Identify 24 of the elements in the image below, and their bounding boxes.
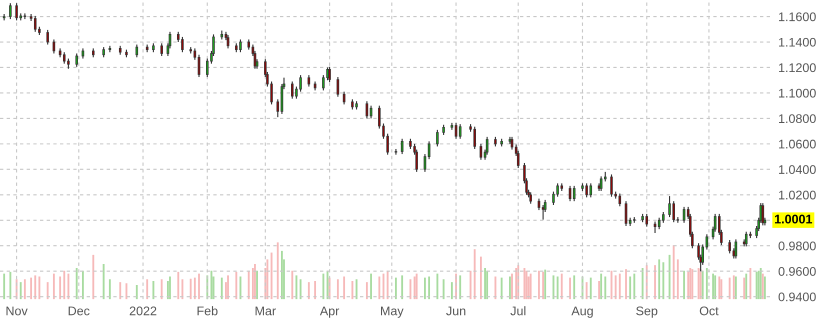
x-tick-label: Jul	[510, 306, 526, 316]
x-tick-label: Oct	[700, 306, 719, 316]
x-tick-label: Feb	[198, 306, 218, 316]
y-tick-label: 1.1000	[779, 88, 816, 98]
y-tick-label: 1.0600	[779, 140, 816, 149]
y-tick-label: 1.0200	[779, 190, 816, 200]
y-tick-label: 1.1600	[779, 12, 816, 22]
y-tick-label: 0.9800	[778, 242, 816, 250]
y-tick-label: 1.0800	[779, 114, 816, 124]
annotation: 1.0001	[774, 214, 812, 224]
x-tick-label: Mar	[256, 306, 276, 316]
y-tick-label: 1.1400	[779, 38, 816, 47]
y-tick-label: 0.9400	[778, 292, 816, 302]
x-tick-label: Sep	[636, 306, 658, 318]
x-tick-label: Aug	[571, 306, 593, 318]
x-tick-label: May	[380, 306, 404, 318]
y-tick-label: 1.1200	[779, 63, 816, 72]
x-tick-label: Apr	[320, 306, 340, 318]
x-tick-label: Dec	[68, 306, 90, 316]
y-tick-label: 1.0400	[779, 165, 816, 174]
x-tick-label: Nov	[6, 306, 28, 316]
y-tick-label: 0.9600	[778, 266, 816, 276]
x-tick-label: 2022	[130, 306, 156, 316]
x-tick-label: Jun	[446, 306, 466, 316]
